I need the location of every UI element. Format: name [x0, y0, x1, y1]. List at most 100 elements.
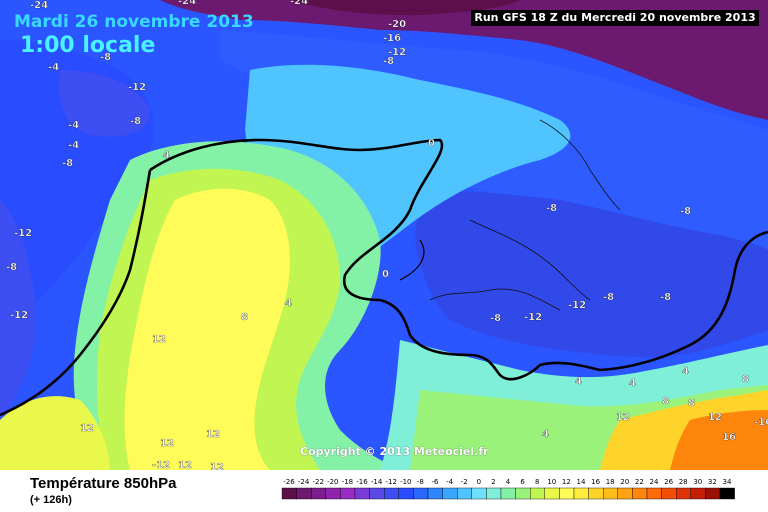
isotherm-value-label: 12	[80, 423, 94, 434]
isotherm-value-label: 4	[163, 150, 170, 161]
isotherm-value-label: 0	[428, 138, 435, 149]
legend-value-label: 14	[576, 478, 586, 486]
isotherm-value-label: 12	[152, 334, 166, 345]
isotherm-labels: -24-20-16-12-8-4-8-12-8-12-8-4-4404-12-8…	[6, 0, 768, 470]
legend-value-label: -20	[327, 478, 339, 486]
legend-value-label: 8	[534, 478, 540, 486]
isotherm-value-label: -8	[6, 262, 17, 273]
very-cold-zone	[160, 0, 768, 120]
europe-cold-core	[415, 190, 768, 358]
isotherm-value-label: -8	[100, 52, 111, 63]
isotherm-value-label: 4	[285, 298, 292, 309]
legend-value-label: -12	[385, 478, 397, 486]
zero-isotherm	[149, 138, 768, 381]
isotherm-value-label: 0	[382, 269, 389, 280]
isotherm-value-label: -4	[68, 120, 79, 131]
legend-value-label: 24	[649, 478, 659, 486]
isotherm-value-label: -12	[524, 312, 542, 323]
isotherm-value-label: -8	[62, 158, 73, 169]
legend-value-label: 18	[605, 478, 615, 486]
isotherm-value-label: -8	[490, 313, 501, 324]
isotherm-value-label: -16	[383, 33, 401, 44]
zero-isotherm-west	[0, 169, 152, 417]
border-lines-east	[469, 219, 591, 301]
legend-value-label: -8	[416, 478, 424, 486]
isotherm-value-label: -16	[754, 417, 768, 428]
greenland-core	[59, 70, 150, 137]
legend-value-label: 12	[561, 478, 571, 486]
legend-swatch	[719, 487, 735, 500]
western-cold-edge	[0, 200, 37, 420]
legend-value-label: 0	[476, 478, 482, 486]
isotherm-value-label: 4	[629, 378, 636, 389]
legend-value-label: 26	[664, 478, 674, 486]
isotherm-value-label: 8	[241, 312, 248, 323]
isotherm-value-label: -20	[388, 19, 406, 30]
legend-value-label: 32	[707, 478, 717, 486]
southeast-hot-zone	[670, 410, 768, 470]
isotherm-value-label: 16	[722, 432, 736, 443]
isotherm-value-label: 12	[206, 429, 220, 440]
isotherm-value-label: -24	[30, 0, 48, 11]
isotherm-value-label: -12	[568, 300, 586, 311]
border-lines	[429, 288, 561, 311]
scandinavia-coast	[539, 119, 621, 211]
legend-value-label: -18	[341, 478, 354, 486]
legend-value-label: 28	[678, 478, 688, 486]
isotherm-value-label: -8	[130, 116, 141, 127]
isotherm-value-label: 4	[575, 376, 582, 387]
isotherm-value-label: -8	[660, 292, 671, 303]
model-run-banner: Run GFS 18 Z du Mercredi 20 novembre 201…	[471, 10, 759, 26]
legend-value-label: 30	[693, 478, 703, 486]
isotherm-value-label: -24	[178, 0, 196, 7]
isotherm-value-label: -8	[546, 203, 557, 214]
legend-value-label: 6	[520, 478, 525, 486]
legend-value-label: -16	[356, 478, 368, 486]
southwest-warm-zone	[0, 396, 110, 470]
footer-panel: Température 850hPa (+ 126h) -26 -24 -22 -20…	[0, 470, 768, 512]
isotherm-value-label: -12	[10, 310, 28, 321]
legend-value-label: 2	[491, 478, 496, 486]
forecast-local-time: 1:00 locale	[20, 33, 156, 58]
coastline	[399, 239, 425, 281]
legend-value-label: -6	[431, 478, 439, 486]
legend-value-label: 20	[620, 478, 630, 486]
legend-value-label: -4	[446, 478, 454, 486]
parameter-title: Température 850hPa	[30, 475, 177, 492]
isotherm-value-label: 12	[210, 462, 224, 470]
legend-value-label: -26	[283, 478, 295, 486]
warm-yellow-zone	[124, 188, 290, 470]
isotherm-value-label: 4	[682, 366, 689, 377]
isotherm-value-label: 12	[708, 412, 722, 423]
isotherm-value-label: -8	[603, 292, 614, 303]
isotherm-value-label: -12	[14, 228, 32, 239]
temperature-map: -24-20-16-12-8-4-8-12-8-12-8-4-4404-12-8…	[0, 0, 768, 470]
legend-value-label: 16	[591, 478, 601, 486]
isotherm-value-label: -4	[48, 62, 59, 73]
legend-value-label: 10	[547, 478, 557, 486]
lead-time: (+ 126h)	[30, 494, 72, 506]
isotherm-value-label: -12	[128, 82, 146, 93]
isotherm-value-label: 8	[688, 398, 695, 409]
legend-value-label: -14	[370, 478, 383, 486]
legend-value-label: -2	[460, 478, 468, 486]
isotherm-value-label: 4	[542, 429, 549, 440]
legend-labels: -26 -24 -22 -20 -18 -16 -14 -12 -10 -8 -6 -4 -2 0 2 4 6 8…	[0, 470, 768, 512]
legend-value-label: 34	[722, 478, 732, 486]
isotherm-value-label: -8	[383, 56, 394, 67]
color-scale-legend	[281, 487, 735, 500]
isotherm-value-label: 8	[742, 374, 749, 385]
legend-value-label: -24	[297, 478, 310, 486]
isotherm-value-label: -24	[290, 0, 308, 7]
isotherm-value-label: -12	[152, 460, 170, 470]
isotherm-value-label: 12	[178, 460, 192, 470]
isotherm-value-label: 8	[662, 396, 669, 407]
isotherm-value-label: -12	[388, 47, 406, 58]
legend-value-label: 4	[505, 478, 511, 486]
isotherm-value-label: -4	[68, 140, 79, 151]
isotherm-value-label: 12	[160, 438, 174, 449]
forecast-date: Mardi 26 novembre 2013	[14, 12, 254, 32]
legend-value-label: -22	[312, 478, 324, 486]
copyright-text: Copyright © 2013 Meteociel.fr	[300, 445, 489, 458]
